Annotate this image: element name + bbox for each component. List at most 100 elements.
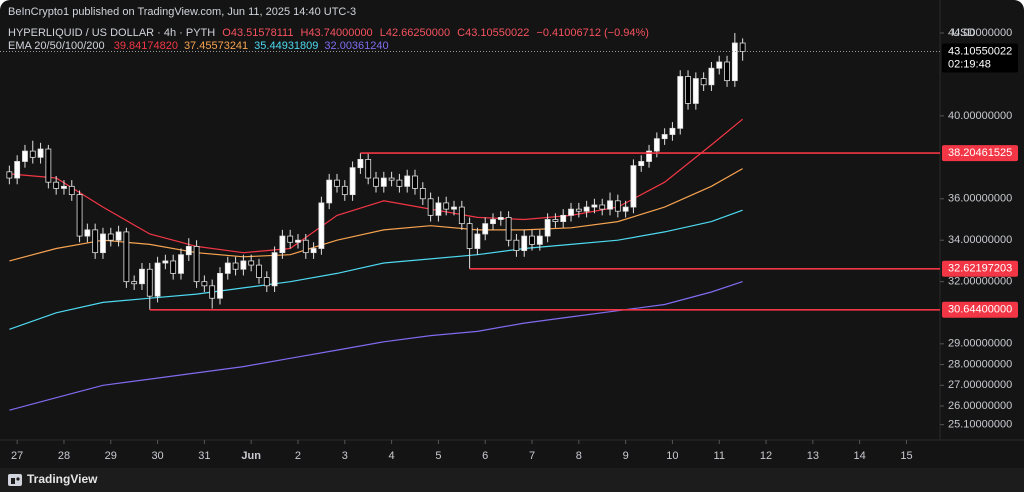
level-label-box (942, 260, 1018, 277)
candle-body (466, 223, 473, 249)
ohlc-high: H43.74000000 (301, 27, 373, 39)
x-tick-label: 3 (342, 450, 348, 462)
candle-body (661, 134, 668, 140)
candle-body (29, 150, 36, 158)
currency: USD (952, 27, 975, 39)
candle-body (185, 246, 192, 256)
candle-body (380, 177, 387, 187)
candle-body (396, 179, 403, 187)
x-tick-label: 9 (623, 450, 629, 462)
candle-body (287, 235, 294, 243)
candle-body (568, 208, 574, 216)
candle-body (583, 206, 590, 212)
y-tick-label: 36.00000000 (948, 193, 1012, 205)
x-tick-label: 2 (295, 450, 301, 462)
candle-body (427, 198, 434, 216)
candle-body (22, 150, 28, 162)
ohlc-low: L42.66250000 (380, 27, 450, 39)
candle-body (295, 239, 301, 243)
candle-body (349, 167, 356, 196)
candle-body (310, 248, 317, 254)
y-tick-label: 28.00000000 (948, 358, 1012, 370)
candle-body (599, 204, 606, 210)
y-tick-label: 34.00000000 (948, 234, 1012, 246)
candle-body (326, 179, 333, 204)
candle-body (14, 161, 21, 179)
x-tick-label: 29 (105, 450, 117, 462)
candle-body (646, 150, 652, 162)
level-label-box (942, 145, 1018, 162)
candle-body (373, 177, 379, 187)
x-tick-label: 28 (58, 450, 70, 462)
candle-body (302, 239, 309, 254)
candle-body (482, 223, 489, 235)
candle-body (435, 202, 442, 216)
level-label: 32.62197203 (948, 263, 1012, 275)
candle-body (61, 185, 67, 189)
candle-body (591, 204, 598, 208)
y-tick-label: 26.00000000 (948, 400, 1012, 412)
y-tick-label: 40.00000000 (948, 110, 1012, 122)
candle-body (505, 217, 512, 241)
y-tick-label: 29.00000000 (948, 338, 1012, 350)
candle-body (279, 235, 286, 254)
candle-body (232, 262, 239, 270)
candle-body (700, 78, 707, 86)
candle-body (638, 161, 645, 167)
candle-body (123, 231, 130, 283)
candle-body (419, 188, 426, 200)
ema-value: 39.84174820 (114, 40, 178, 52)
ohlc-change: −0.41006712 (−0.94%) (536, 27, 649, 39)
ohlc-open: O43.51578111 (222, 27, 293, 39)
candle-body (201, 281, 208, 287)
candle-body (544, 219, 551, 237)
candle-body (739, 42, 746, 52)
candle-body (115, 231, 122, 241)
x-tick-label: 11 (714, 450, 725, 462)
candle-body (451, 206, 457, 210)
candle-body (536, 235, 543, 245)
candle-body (193, 246, 200, 283)
candle-body (334, 179, 340, 187)
ema-line (9, 168, 743, 262)
plot-area (0, 32, 940, 411)
candle-body (458, 206, 465, 225)
candle-body (68, 185, 75, 196)
candle-body (708, 67, 715, 86)
candle-body (217, 272, 223, 299)
candle-body (560, 214, 567, 222)
y-tick-label: 44.00000000 (948, 27, 1012, 39)
footer-bar (0, 468, 1024, 492)
publisher: BeInCrypto1 published on TradingView.com… (8, 6, 356, 18)
last-price-box (942, 43, 1018, 73)
ohlc-close: C43.10550022 (457, 27, 529, 39)
candle-body (240, 260, 247, 270)
x-tick-label: 30 (151, 450, 163, 462)
countdown-label: 02:19:48 (948, 58, 991, 70)
candle-body (131, 281, 138, 285)
x-tick-label: 15 (900, 450, 912, 462)
level-label-box (942, 301, 1018, 318)
candle-body (224, 262, 231, 274)
candle-body (677, 76, 684, 129)
candle-body (388, 177, 395, 181)
ema-line (9, 281, 743, 411)
candle-body (490, 219, 496, 225)
candle-body (6, 171, 13, 179)
candle-body (685, 76, 691, 104)
candle-body (341, 185, 348, 196)
candle-body (107, 233, 114, 241)
candle-body (76, 194, 83, 237)
candle-body (653, 138, 660, 152)
candle-body (178, 254, 184, 274)
x-tick-label: 13 (807, 450, 819, 462)
candle-body (552, 219, 559, 222)
axes: 44.00000000 40.00000000 36.00000000 34.0000… (11, 27, 1018, 462)
x-tick-label: Jun (241, 450, 261, 462)
candle-body (724, 61, 730, 82)
level-label: 30.64400000 (948, 304, 1012, 316)
candle-body (630, 165, 637, 208)
y-tick-label: 25.10000000 (948, 419, 1012, 431)
